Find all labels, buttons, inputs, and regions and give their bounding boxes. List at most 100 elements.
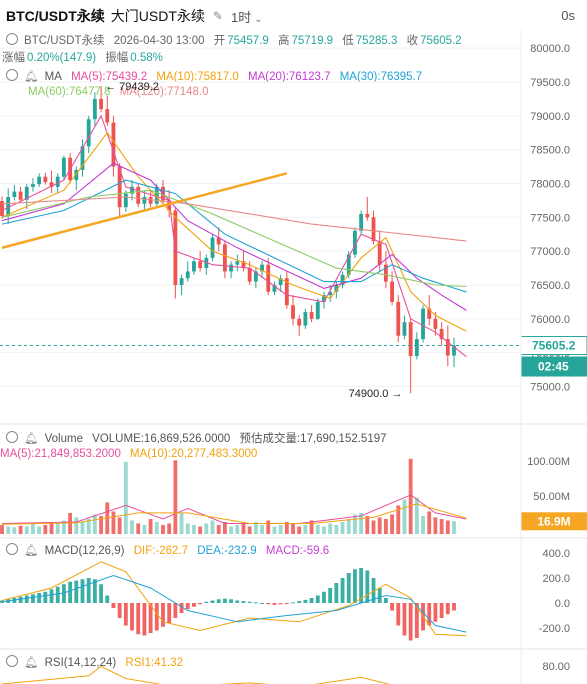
volume-bar [111,511,116,534]
macd-bar [0,600,4,603]
volume-bar [315,524,320,534]
high-label: 高 [278,35,290,47]
volume-legend-row1: 🔔︎ Volume VOLUME:16,869,526.0000 预估成交量:17… [0,430,393,446]
volume-bar [192,524,196,534]
candle-body [0,201,4,216]
volume-bar [402,499,407,534]
ma10-line [1,131,467,332]
eye-icon[interactable] [6,33,18,45]
macd-bar [192,603,196,607]
macd-bar [12,598,17,603]
eye-icon[interactable] [6,655,18,667]
candle-body [322,295,326,302]
macd-bar [80,579,85,603]
volume-tick: 100.00M [527,456,570,468]
candle-body [216,237,221,245]
edit-icon[interactable]: ✎ [212,9,223,23]
bell-icon[interactable]: 🔔︎ [24,545,39,557]
macd-bar [390,603,395,611]
volume-pane[interactable] [0,458,467,534]
macd-bar [371,578,376,603]
open-value: 75457.9 [227,35,269,47]
macd-bar [284,603,289,604]
macd-bar [148,603,153,633]
eye-icon[interactable] [6,69,18,81]
bell-icon[interactable]: 🔔︎ [24,433,39,445]
bell-icon[interactable]: 🔔︎ [24,657,39,669]
candle-body [61,157,66,177]
candle-body [253,271,258,282]
top-bar: BTC/USDT永续 大门USDT永续 ✎ 1时 ⌄ 0s [0,0,587,32]
timeframe-label: 1时 [230,9,252,25]
price-pane[interactable]: 74900.0 →← 79439.2 [0,81,521,400]
volume-bar [241,523,246,534]
macd-bar [117,603,122,618]
ma20-line [1,162,467,311]
macd-bar [241,601,246,603]
candle-body [346,254,351,275]
last-price-label: 75605.2 [532,339,576,353]
volume-bar [365,515,370,534]
price-tick: 79500.0 [530,77,570,89]
candle-body [266,264,271,292]
change-row: 涨幅 0.20%(147.9) 振幅 0.58% [0,49,169,65]
candle-body [55,176,60,187]
macd-bar [427,603,432,626]
eye-icon[interactable] [6,431,18,443]
volume-bar [31,523,35,534]
volume-bar [6,526,11,534]
volume-bar [278,524,283,534]
volume-bar [216,524,221,534]
last-price-box [520,336,587,356]
candle-body [142,197,147,204]
macd-bar [291,602,295,604]
eye-icon[interactable] [6,543,18,555]
volume-bar [359,512,364,534]
macd-pane[interactable] [0,561,467,641]
bell-icon[interactable]: 🔔︎ [24,71,39,83]
candle-body [371,217,376,241]
volume-bar [185,523,190,534]
volume-bar [328,523,333,534]
macd-value: MACD:-59.6 [265,545,330,557]
high-value: 75719.9 [291,35,334,47]
volume-bar [179,512,184,534]
macd-bar [266,603,271,605]
ma-legend-row2: MA(60):76477.8 MA(120):77148.0 [28,86,215,98]
candle-body [192,261,196,272]
volume-bar [260,524,264,534]
macd-bar [111,603,116,608]
candle-body [439,328,444,340]
candle-body [383,264,388,282]
macd-bar [452,603,456,611]
price-tick: 75500.0 [530,348,570,360]
macd-bar [105,595,110,603]
macd-bar [377,588,382,603]
candle-body [284,278,289,306]
candle-body [452,345,456,356]
volume-bar [0,524,4,534]
volume-bar [74,517,79,534]
candle-body [272,284,277,292]
volume-bar [247,526,252,534]
candle-body [99,98,103,110]
candle-body [291,305,295,319]
volume-bar [37,526,42,534]
macd-bar [37,593,42,603]
ma5-legend: MA(5):75439.2 [71,71,148,83]
volume-bar [229,526,234,534]
macd-bar [315,595,320,603]
rsi-pane[interactable] [1,665,466,684]
macd-bar [142,603,147,636]
macd-dif-line [1,561,467,637]
macd-bar [204,601,209,603]
open-label: 开 [213,35,226,47]
symbol-title[interactable]: BTC/USDT永续 [6,8,105,24]
ma20-legend: MA(20):76123.7 [248,71,331,83]
macd-bar [61,584,66,603]
volume-ma10-line [1,503,467,525]
timeframe-selector[interactable]: 1时 ⌄ [231,7,263,26]
macd-tick: 0.0 [555,598,570,610]
volume-bar [235,524,240,534]
